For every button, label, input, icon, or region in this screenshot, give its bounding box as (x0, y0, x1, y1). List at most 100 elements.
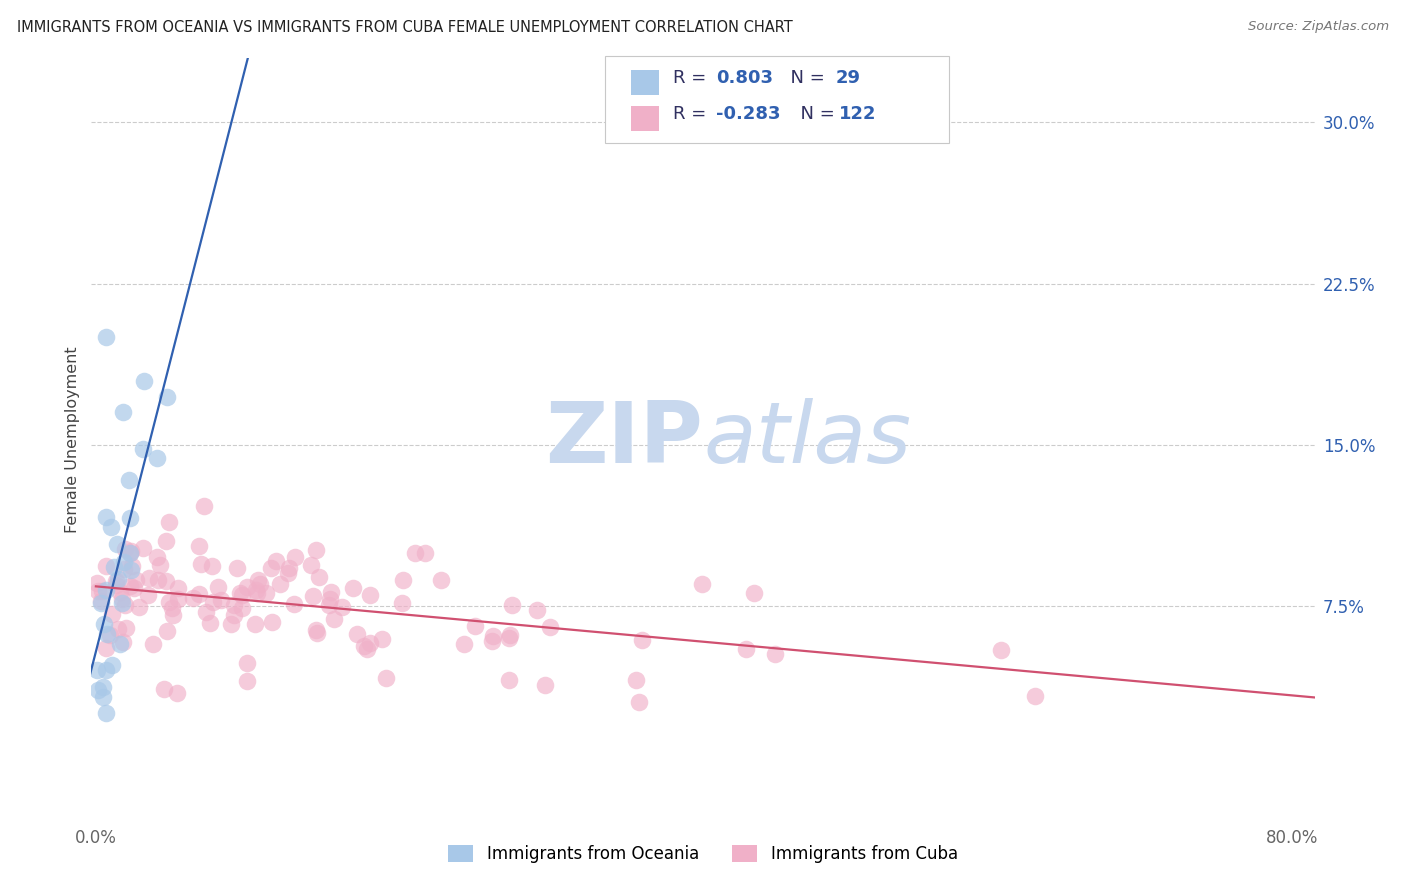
Point (142, 637, 165, 651)
Point (166, 591, 188, 606)
Point (149, 558, 172, 573)
Point (94, 582, 117, 597)
Point (498, 673, 520, 687)
Point (108, 585, 131, 599)
Text: 122: 122 (839, 104, 877, 122)
Point (321, 585, 343, 599)
Point (96, 641, 118, 656)
Point (100, 520, 122, 534)
Point (219, 617, 242, 632)
Point (346, 627, 368, 641)
Point (94, 558, 117, 573)
Point (453, 637, 475, 651)
Point (498, 632, 520, 646)
Point (138, 571, 160, 585)
Point (94, 663, 117, 677)
Point (534, 678, 557, 692)
Point (112, 555, 135, 569)
Point (630, 632, 652, 647)
Point (86, 663, 108, 677)
Point (283, 550, 305, 565)
Point (415, 546, 437, 560)
Point (245, 582, 267, 597)
Point (222, 608, 245, 623)
Point (269, 576, 291, 591)
Point (160, 600, 183, 615)
Point (1024, 690, 1046, 704)
Legend: Immigrants from Oceania, Immigrants from Cuba: Immigrants from Oceania, Immigrants from… (441, 838, 965, 870)
Point (120, 546, 142, 560)
Point (323, 612, 346, 626)
Point (156, 390, 179, 404)
Point (105, 536, 128, 550)
Point (136, 588, 159, 602)
Point (114, 542, 136, 557)
Point (100, 607, 122, 621)
Point (187, 587, 209, 601)
Point (690, 577, 713, 591)
Point (305, 543, 328, 558)
Point (103, 560, 125, 574)
Point (538, 619, 561, 633)
Point (166, 581, 188, 595)
Point (86, 576, 108, 591)
Point (131, 442, 153, 457)
Point (118, 473, 141, 487)
Point (319, 591, 342, 606)
Text: Source: ZipAtlas.com: Source: ZipAtlas.com (1249, 20, 1389, 33)
Point (464, 618, 486, 632)
Point (98, 628, 121, 642)
Point (86, 682, 108, 697)
Text: atlas: atlas (703, 398, 911, 481)
Point (114, 598, 136, 612)
Point (254, 586, 277, 600)
Point (91, 690, 114, 705)
Point (301, 589, 323, 603)
Point (262, 615, 284, 630)
Point (132, 375, 155, 389)
Point (108, 637, 131, 651)
Point (118, 579, 141, 593)
Text: 29: 29 (835, 69, 860, 87)
Point (235, 656, 257, 670)
Point (96, 330, 118, 344)
Text: N =: N = (789, 104, 841, 122)
Point (243, 617, 266, 632)
Point (96, 706, 118, 721)
Point (190, 557, 212, 571)
Y-axis label: Female Unemployment: Female Unemployment (65, 346, 80, 533)
Point (181, 591, 204, 605)
Point (299, 558, 322, 573)
Point (202, 594, 225, 608)
Point (201, 559, 224, 574)
Text: R =: R = (673, 69, 713, 87)
Point (359, 588, 381, 602)
Point (526, 602, 548, 616)
Point (153, 681, 176, 696)
Point (246, 574, 269, 588)
Point (229, 586, 252, 600)
Point (342, 581, 364, 595)
Point (430, 574, 453, 588)
Point (166, 686, 188, 700)
Point (105, 574, 128, 589)
Point (100, 658, 122, 673)
Point (124, 581, 146, 595)
Point (155, 534, 177, 549)
Point (260, 561, 283, 575)
Point (391, 573, 413, 587)
Point (742, 585, 765, 599)
Point (91, 680, 114, 694)
Point (125, 573, 148, 587)
Point (207, 580, 229, 594)
Point (359, 636, 381, 650)
Point (157, 515, 180, 529)
Point (391, 596, 413, 610)
Text: IMMIGRANTS FROM OCEANIA VS IMMIGRANTS FROM CUBA FEMALE UNEMPLOYMENT CORRELATION : IMMIGRANTS FROM OCEANIA VS IMMIGRANTS FR… (17, 20, 793, 35)
Point (111, 591, 134, 606)
Point (209, 592, 232, 607)
Point (90, 583, 112, 598)
Point (235, 673, 257, 688)
Point (404, 546, 426, 560)
Point (264, 554, 287, 568)
